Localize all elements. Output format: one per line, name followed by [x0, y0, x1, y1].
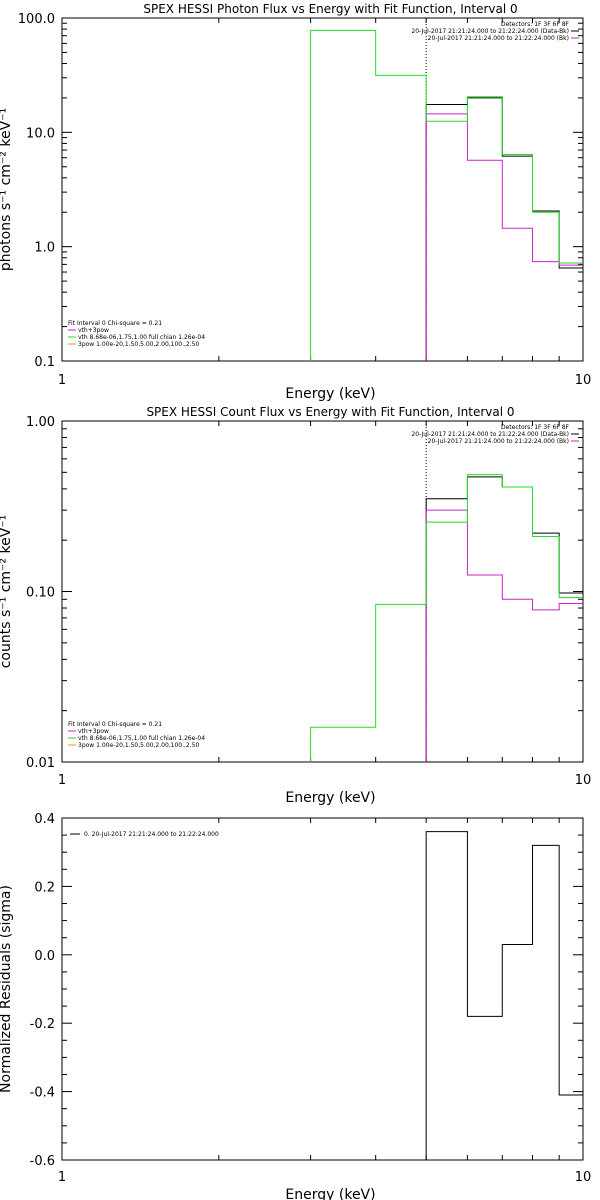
y-tick-label: -0.2 [30, 1017, 55, 1032]
plot-frame [61, 817, 584, 1161]
legend-bottom-entry: vth 8.68e-06,1.75,1.00 full chian 1.26e-… [78, 735, 205, 742]
y-tick-label: 100.0 [18, 12, 55, 27]
legend-bottom-entry: Fit Interval 0 Chi-square = 0.21 [68, 320, 162, 327]
series-line-2 [425, 509, 583, 762]
y-tick-label: 1.00 [26, 415, 55, 430]
y-tick-label: 0.01 [26, 756, 55, 771]
x-tick-label: 10 [575, 373, 592, 388]
y-tick-label: -0.6 [30, 1154, 55, 1169]
legend-bottom-entry: vth+3pow [78, 327, 109, 334]
chart-panel-2: SPEX HESSI Count Flux vs Energy with Fit… [0, 405, 591, 806]
legend-top-entry: Detectors: 1F 3F 6F 8F [501, 21, 570, 28]
chart-panel-3: 1 10 Energy (keV) -0.6 -0.4 -0.2 0.0 0.2 0.4 Norm… [0, 812, 591, 1200]
y-tick-label: 1.0 [34, 241, 55, 256]
series-line-1 [425, 476, 583, 762]
y-tick-label: 0.4 [34, 812, 55, 827]
x-axis-label: Energy (keV) [285, 386, 375, 402]
legend-bottom-entry: 3pow 1.00e-20,1.50,5.00,2.00,100.,2.50 [78, 341, 199, 348]
chart-title: SPEX HESSI Count Flux vs Energy with Fit… [146, 405, 514, 419]
chart-title: SPEX HESSI Photon Flux vs Energy with Fi… [143, 2, 517, 16]
chart-panel-1: SPEX HESSI Photon Flux vs Energy with Fi… [0, 2, 591, 402]
x-axis-label: Energy (keV) [285, 790, 375, 806]
y-tick-label: 0.0 [34, 949, 55, 964]
legend-bottom-entry: Fit Interval 0 Chi-square = 0.21 [68, 721, 162, 728]
y-tick-label: 10.0 [26, 126, 55, 141]
legend-bottom-entry: vth 8.68e-06,1.75,1.00 full chian 1.26e-… [78, 334, 205, 341]
x-tick-label: 1 [58, 1170, 66, 1185]
y-axis-label: Normalized Residuals (sigma) [0, 885, 14, 1093]
y-axis-label: photons s⁻¹ cm⁻² keV⁻¹ [0, 108, 14, 271]
series-line-3 [310, 474, 583, 762]
plot-frame [61, 17, 584, 362]
series-line-3 [310, 29, 583, 361]
legend-top-entry: 20-Jul-2017 21:21:24.000 to 21:22:24.000… [411, 28, 569, 35]
x-tick-label: 1 [58, 773, 66, 788]
x-tick-label: 1 [58, 373, 66, 388]
legend-top-entry: 20-Jul-2017 21:21:24.000 to 21:22:24.000… [428, 35, 569, 42]
legend-bottom-entry: vth+3pow [78, 728, 109, 735]
y-axis-label: counts s⁻¹ cm⁻² keV⁻¹ [0, 515, 14, 669]
legend-top-entry: 20-Jul-2017 21:21:24.000 to 21:22:24.000… [411, 431, 569, 438]
legend-bottom-entry: 3pow 1.00e-20,1.50,5.00,2.00,100.,2.50 [78, 742, 199, 749]
y-tick-label: 0.2 [34, 880, 55, 895]
legend-top-entry: 20-Jul-2017 21:21:24.000 to 21:22:24.000… [428, 438, 569, 445]
y-tick-label: 0.1 [34, 355, 55, 370]
plot-frame [61, 420, 584, 763]
legend-entry: 0. 20-Jul-2017 21:21:24.000 to 21:22:24.… [84, 831, 219, 838]
series-line-1 [425, 831, 583, 1160]
x-tick-label: 10 [575, 773, 592, 788]
y-tick-label: 0.10 [26, 586, 55, 601]
x-axis-label: Energy (keV) [285, 1187, 375, 1200]
y-tick-label: -0.4 [30, 1086, 55, 1101]
x-tick-label: 10 [575, 1170, 592, 1185]
legend-top-entry: Detectors: 1F 3F 6F 8F [501, 424, 570, 431]
